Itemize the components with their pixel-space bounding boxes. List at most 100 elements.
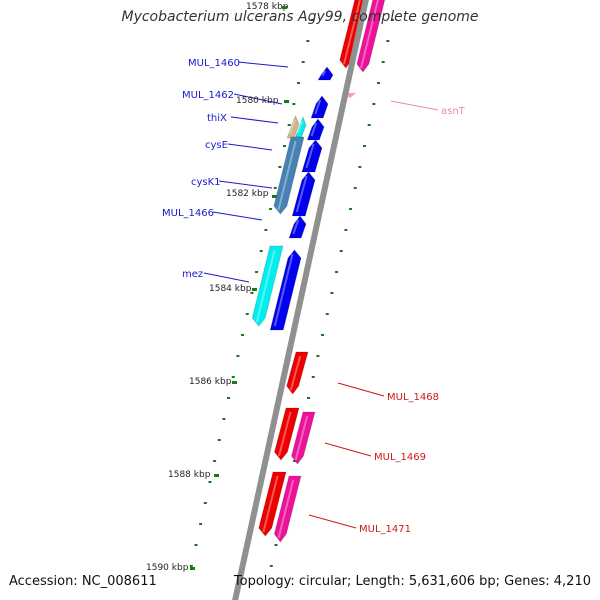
cds-magenta-top <box>356 0 386 73</box>
gene-label-mul-1468: MUL_1468 <box>387 392 439 403</box>
genome-backbone <box>232 0 369 600</box>
scale-label: 1588 kbp <box>168 470 211 480</box>
minor-tick <box>292 103 296 105</box>
minor-tick <box>311 19 314 21</box>
gene-label-mul-1471: MUL_1471 <box>359 524 411 535</box>
cds-blue-mul1462 <box>310 95 329 119</box>
cds-blue-mul1460 <box>317 66 334 81</box>
gene-label-thix: thiX <box>207 113 227 124</box>
minor-tick <box>269 208 273 210</box>
gene-label-mul-1469: MUL_1469 <box>374 452 426 463</box>
cds-red-mul1471 <box>258 471 287 537</box>
cds-blue-mul1460-shade <box>321 70 327 77</box>
cds-blue-thix-shade <box>310 122 318 137</box>
leader-line <box>233 93 283 105</box>
minor-tick <box>353 187 357 189</box>
minor-tick <box>339 250 343 252</box>
cds-magenta-mul1469-shade <box>294 415 309 461</box>
gene-label-mul-1460: MUL_1460 <box>188 58 240 69</box>
minor-tick <box>287 124 291 126</box>
minor-tick <box>194 544 198 546</box>
cds-blue-thix <box>306 118 325 141</box>
cds-tan <box>286 114 300 139</box>
minor-tick <box>321 334 325 336</box>
gene-label-mul-1462: MUL_1462 <box>182 90 234 101</box>
cds-red-mul1469-shade <box>278 411 292 457</box>
cds-red-mul1471-shade <box>262 475 279 533</box>
scale-label: 1586 kbp <box>189 377 232 387</box>
scale-labels: 1578 kbp 1580 kbp 1582 kbp 1584 kbp 1586 kbp… <box>146 2 289 573</box>
cds-magenta-mul1469 <box>290 411 316 465</box>
cds-blue-mez-shade <box>273 253 294 327</box>
leader-line <box>230 116 279 124</box>
minor-tick <box>311 376 315 378</box>
cds-magenta-mul1471-shade <box>277 479 295 539</box>
minor-tick <box>358 166 362 168</box>
leader-line <box>218 180 273 189</box>
feature-track <box>251 0 386 543</box>
minor-tick <box>306 40 310 42</box>
cds-red-top-shade <box>343 0 361 65</box>
minor-tick <box>391 19 394 21</box>
minor-tick <box>283 145 287 147</box>
minor-tick <box>330 292 334 294</box>
label-leader-lines <box>203 61 439 529</box>
gene-labels: MUL_1460 MUL_1462 thiX cysE cysK1 MUL_1466mez… <box>162 58 466 535</box>
gene-label-mul-1466: MUL_1466 <box>162 208 214 219</box>
minor-tick <box>213 460 217 462</box>
minor-tick <box>349 208 353 210</box>
cds-blue-cyse <box>301 139 323 173</box>
minor-tick <box>274 544 278 546</box>
cds-red-mul1469 <box>273 407 300 461</box>
cds-blue-mul1466 <box>288 215 307 239</box>
cds-blue-mez <box>269 249 302 331</box>
minor-tick <box>372 103 376 105</box>
minor-tick <box>307 397 311 399</box>
leader-line <box>203 272 250 283</box>
gene-label-cyse: cysE <box>205 140 228 151</box>
inner-tick-track <box>189 19 314 567</box>
minor-tick <box>236 355 240 357</box>
accession-label: Accession: NC_008611 <box>9 574 157 589</box>
scale-label: 1590 kbp <box>146 563 189 573</box>
minor-tick <box>189 565 193 567</box>
minor-tick <box>381 61 385 63</box>
cds-blue-cysk1-shade <box>295 175 308 213</box>
scale-label: 1580 kbp <box>236 96 279 106</box>
cds-cyan-mez <box>251 245 284 327</box>
cds-steel <box>273 136 305 215</box>
major-tick <box>252 288 257 291</box>
minor-tick <box>377 82 381 84</box>
minor-tick <box>363 145 367 147</box>
scale-label: 1578 kbp <box>246 2 289 12</box>
minor-tick <box>203 502 207 504</box>
minor-tick <box>367 124 371 126</box>
minor-tick <box>386 40 390 42</box>
gene-label-mez: mez <box>182 269 203 280</box>
major-tick <box>284 100 289 103</box>
minor-tick <box>259 250 263 252</box>
minor-tick <box>297 82 301 84</box>
leader-line <box>308 514 357 529</box>
cds-cyan-small-shade <box>296 120 304 134</box>
minor-tick <box>227 397 231 399</box>
topology-label: Topology: circular; Length: 5,631,606 bp… <box>233 574 591 589</box>
cds-blue-cyse-shade <box>305 143 315 169</box>
minor-tick <box>245 313 249 315</box>
cds-blue-cysk1 <box>291 171 316 217</box>
minor-tick <box>208 481 212 483</box>
minor-tick <box>335 271 339 273</box>
minor-tick <box>241 334 245 336</box>
major-tick <box>282 6 287 9</box>
minor-tick <box>255 271 259 273</box>
minor-tick <box>325 313 329 315</box>
minor-tick <box>273 187 277 189</box>
minor-tick <box>293 460 297 462</box>
leader-line <box>212 211 263 221</box>
cds-red-mul1468-shade <box>289 355 302 391</box>
cds-magenta-mul1471 <box>273 475 302 543</box>
leader-line <box>390 100 439 111</box>
cds-blue-mul1466-shade <box>292 219 300 235</box>
minor-tick <box>199 523 203 525</box>
